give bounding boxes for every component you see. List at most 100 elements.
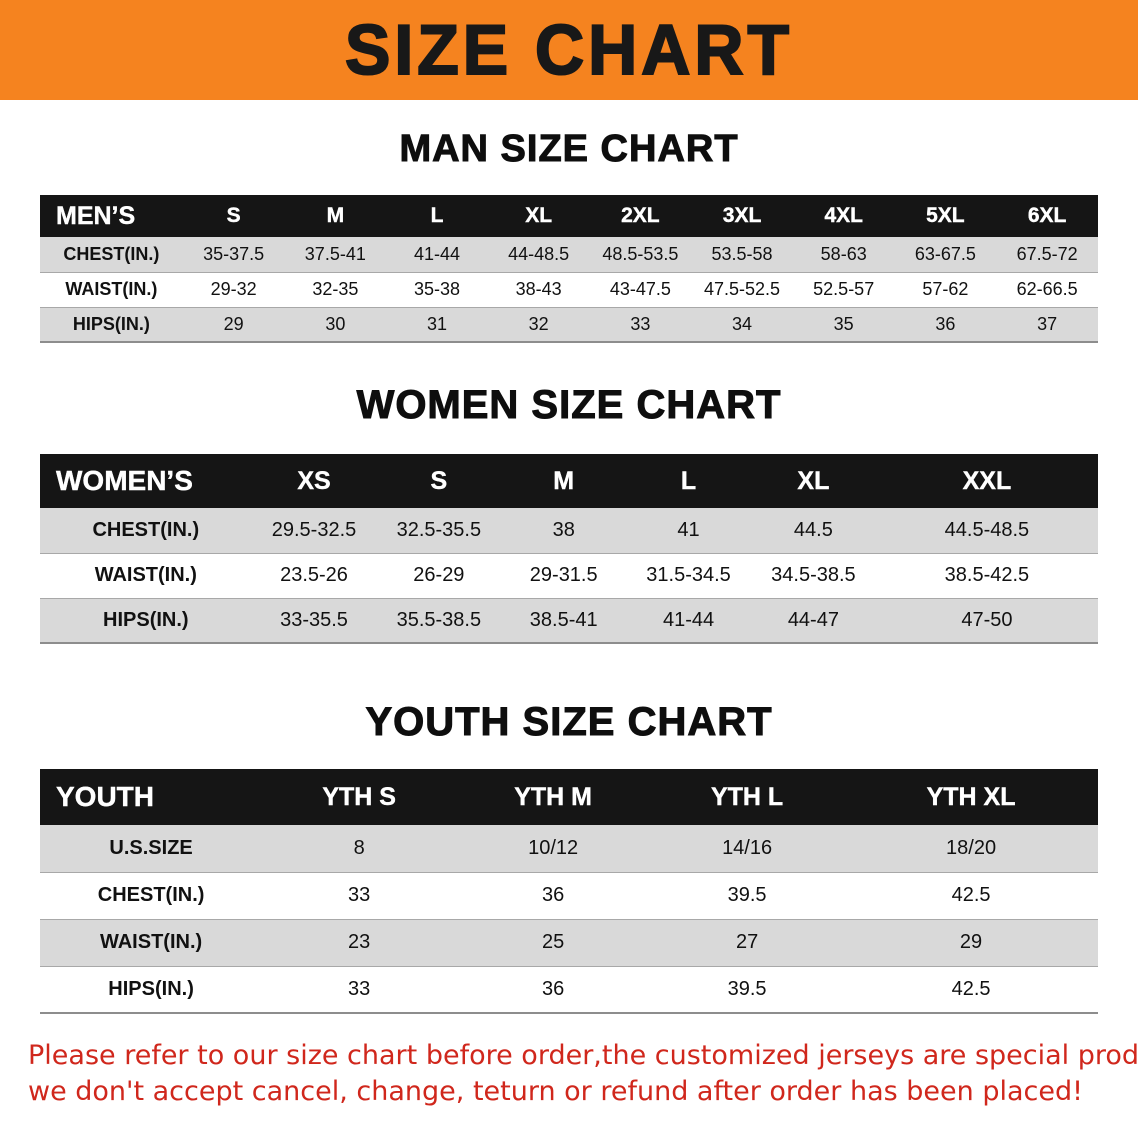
table-title-cell: MEN’S <box>56 201 136 230</box>
value-cell: 38.5-42.5 <box>944 564 1030 586</box>
value-cell: 30 <box>325 313 346 334</box>
value-cell: 36 <box>542 977 565 1000</box>
footer-line-1: Please refer to our size chart before or… <box>28 1040 1138 1071</box>
size-column-header: S <box>226 204 241 227</box>
value-cell: 29.5-32.5 <box>271 518 357 541</box>
size-column-header: L <box>430 204 444 227</box>
value-cell: 62-66.5 <box>1016 279 1078 299</box>
value-cell: 38 <box>552 518 575 541</box>
measurement-row: WAIST(IN.) 23.5-26 26-29 29-31.5 31.5-34.5 34… <box>40 553 1098 598</box>
measurement-row: HIPS(IN.) 33-35.5 35.5-38.5 38.5-41 41-44 44-… <box>40 598 1098 643</box>
value-cell: 14/16 <box>722 836 773 859</box>
measurement-row: U.S.SIZE 8 10/12 14/16 18/20 <box>40 825 1098 872</box>
size-column-header: XL <box>525 204 553 227</box>
page-title: SIZE CHART <box>344 9 793 90</box>
value-cell: 33 <box>348 884 371 906</box>
value-cell: 53.5-58 <box>711 243 773 264</box>
value-cell: 31.5-34.5 <box>646 564 731 586</box>
value-cell: 33 <box>630 313 651 334</box>
value-cell: 44-48.5 <box>508 243 570 264</box>
row-label-cell: WAIST(IN.) <box>94 564 197 586</box>
value-cell: 57-62 <box>922 279 969 299</box>
women-section-heading: WOMEN SIZE CHART <box>356 383 782 428</box>
value-cell: 58-63 <box>820 243 867 264</box>
measurement-row: WAIST(IN.) 29-32 32-35 35-38 38-43 43-47.5 47.… <box>40 272 1098 307</box>
table-title-cell: YOUTH <box>56 781 154 812</box>
table-header-row: YOUTH YTH S YTH M YTH L YTH XL <box>40 769 1098 825</box>
value-cell: 67.5-72 <box>1016 243 1078 264</box>
size-column-header: 3XL <box>722 204 762 227</box>
value-cell: 39.5 <box>727 884 767 906</box>
value-cell: 26-29 <box>413 564 465 586</box>
section-youth: YOUTH SIZE CHART YOUTH YTH S YTH M YTH L YTH… <box>0 700 1138 1014</box>
value-cell: 35-37.5 <box>203 243 265 264</box>
value-cell: 47-50 <box>961 608 1013 631</box>
value-cell: 36 <box>542 884 565 906</box>
value-cell: 48.5-53.5 <box>602 243 679 264</box>
value-cell: 52.5-57 <box>813 279 875 299</box>
row-label-cell: HIPS(IN.) <box>108 977 194 1000</box>
size-column-header: 6XL <box>1027 204 1067 227</box>
value-cell: 37.5-41 <box>304 243 366 264</box>
size-column-header: 5XL <box>926 204 965 227</box>
value-cell: 44.5 <box>793 518 833 541</box>
measurement-row: HIPS(IN.) 33 36 39.5 42.5 <box>40 966 1098 1013</box>
value-cell: 32.5-35.5 <box>396 518 482 541</box>
value-cell: 36 <box>935 313 956 334</box>
value-cell: 38.5-41 <box>529 608 598 631</box>
value-cell: 32-35 <box>312 279 359 299</box>
value-cell: 29-32 <box>210 279 257 299</box>
value-cell: 42.5 <box>951 977 991 1000</box>
value-cell: 35.5-38.5 <box>396 608 482 631</box>
value-cell: 25 <box>542 931 565 953</box>
size-column-header: M <box>326 204 345 227</box>
value-cell: 34.5-38.5 <box>771 564 856 586</box>
size-column-header: YTH XL <box>926 782 1016 811</box>
value-cell: 23.5-26 <box>280 564 348 586</box>
value-cell: 10/12 <box>528 836 579 859</box>
value-cell: 33 <box>348 977 371 1000</box>
measurement-row: CHEST(IN.) 29.5-32.5 32.5-35.5 38 41 44.5 44.5… <box>40 508 1098 553</box>
value-cell: 34 <box>732 313 753 334</box>
size-column-header: XS <box>297 466 331 495</box>
measurement-row: WAIST(IN.) 23 25 27 29 <box>40 919 1098 966</box>
value-cell: 41-44 <box>662 608 715 631</box>
youth-size-table: YOUTH YTH S YTH M YTH L YTH XL U.S.SIZE 8 10/12… <box>40 769 1098 1014</box>
value-cell: 38-43 <box>515 279 562 299</box>
table-title-cell: WOMEN’S <box>56 465 193 496</box>
measurement-row: CHEST(IN.) 33 36 39.5 42.5 <box>40 872 1098 919</box>
footer-line-2: we don't accept cancel, change, teturn o… <box>28 1076 1083 1108</box>
measurement-row: HIPS(IN.) 29 30 31 32 33 34 35 36 37 <box>40 307 1098 342</box>
value-cell: 47.5-52.5 <box>703 279 781 299</box>
size-column-header: YTH M <box>514 782 593 811</box>
value-cell: 8 <box>353 836 365 859</box>
row-label-cell: WAIST(IN.) <box>65 279 158 299</box>
size-chart-content: MAN SIZE CHART MEN’S S M L XL 2XL 3XL 4XL 5XL 6XL… <box>0 128 1138 1014</box>
youth-section-heading: YOUTH SIZE CHART <box>365 700 773 745</box>
value-cell: 18/20 <box>946 836 997 859</box>
value-cell: 35 <box>833 313 854 334</box>
size-column-header: 4XL <box>824 204 863 227</box>
value-cell: 29 <box>959 931 983 953</box>
value-cell: 42.5 <box>951 884 991 906</box>
men-size-table: MEN’S S M L XL 2XL 3XL 4XL 5XL 6XL CHEST(IN.) 35-37… <box>40 195 1098 343</box>
value-cell: 31 <box>426 313 448 334</box>
section-men: MAN SIZE CHART MEN’S S M L XL 2XL 3XL 4XL 5XL 6XL… <box>0 128 1138 343</box>
value-cell: 35-38 <box>413 279 461 299</box>
size-column-header: XXL <box>962 466 1012 495</box>
value-cell: 27 <box>735 931 759 953</box>
value-cell: 63-67.5 <box>914 243 976 264</box>
measurement-row: CHEST(IN.) 35-37.5 37.5-41 41-44 44-48.5 48.5… <box>40 237 1098 272</box>
value-cell: 33-35.5 <box>280 608 348 631</box>
row-label-cell: HIPS(IN.) <box>103 608 189 631</box>
value-cell: 29-31.5 <box>529 564 598 586</box>
size-column-header: YTH S <box>322 782 396 811</box>
row-label-cell: HIPS(IN.) <box>72 313 150 334</box>
size-column-header: 2XL <box>621 204 660 227</box>
table-header-row: MEN’S S M L XL 2XL 3XL 4XL 5XL 6XL <box>40 195 1098 237</box>
women-size-table: WOMEN’S XS S M L XL XXL CHEST(IN.) 29.5-32.5 32.5… <box>40 454 1098 644</box>
size-column-header: L <box>680 466 697 495</box>
value-cell: 32 <box>528 313 549 334</box>
row-label-cell: CHEST(IN.) <box>97 884 205 906</box>
